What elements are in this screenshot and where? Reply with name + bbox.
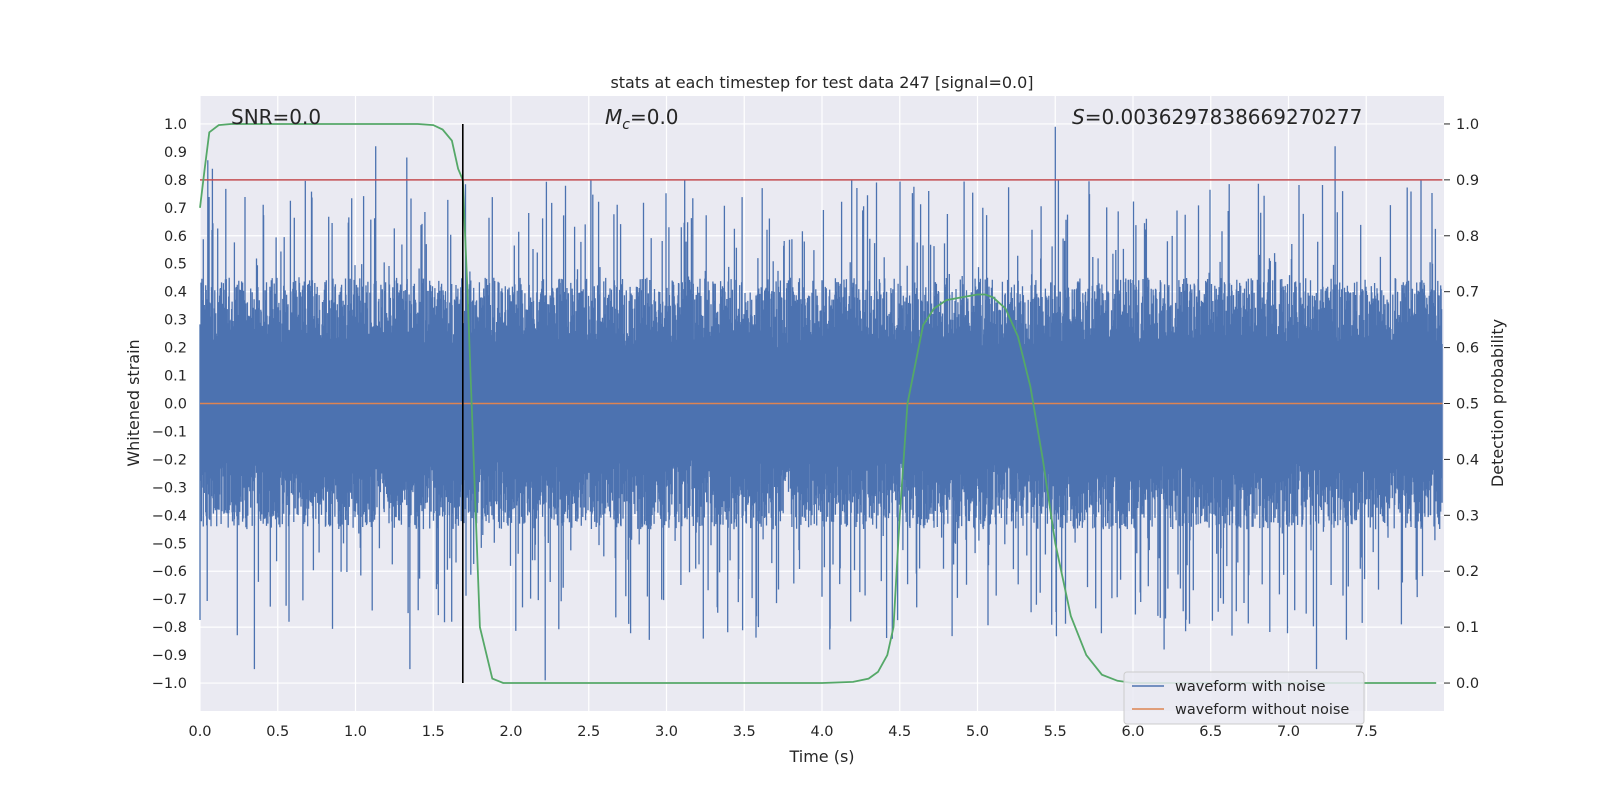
chirp-mass-subscript: c <box>622 117 630 133</box>
y-tick-label: −0.9 <box>152 648 187 664</box>
y-tick-label: −0.4 <box>152 508 187 524</box>
right-tick-label: 1.0 <box>1456 117 1479 133</box>
right-tick-label: 0.4 <box>1456 452 1479 468</box>
y-tick-label: −0.3 <box>152 480 187 496</box>
x-tick-label: 5.5 <box>1044 724 1067 740</box>
y-tick-label: −0.6 <box>152 564 187 580</box>
chart-title: stats at each timestep for test data 247… <box>610 73 1033 92</box>
y-tick-label: 0.9 <box>164 145 187 161</box>
x-tick-label: 3.0 <box>655 724 678 740</box>
y-tick-label: 1.0 <box>164 117 187 133</box>
score-symbol: S <box>1072 105 1085 129</box>
y-axis-label-right: Detection probability <box>1488 319 1507 487</box>
y-tick-label: 0.1 <box>164 369 187 385</box>
y-tick-label: 0.4 <box>164 285 187 301</box>
legend-clean-label: waveform without noise <box>1175 702 1349 718</box>
y-tick-label: −0.5 <box>152 536 187 552</box>
x-tick-label: 1.0 <box>344 724 367 740</box>
x-tick-label: 5.0 <box>966 724 989 740</box>
right-tick-label: 0.7 <box>1456 285 1479 301</box>
score-annotation: S=0.0036297838669270277 <box>1072 105 1362 129</box>
x-tick-label: 0.0 <box>188 724 211 740</box>
y-tick-label: 0.5 <box>164 257 187 273</box>
x-tick-label: 6.5 <box>1199 724 1222 740</box>
x-tick-label: 4.5 <box>888 724 911 740</box>
overlay-lines <box>199 123 1443 684</box>
x-tick-label: 7.0 <box>1277 724 1300 740</box>
y-tick-label: 0.7 <box>164 201 187 217</box>
y-tick-label: −0.2 <box>152 452 187 468</box>
x-tick-label: 1.5 <box>422 724 445 740</box>
right-tick-label: 0.6 <box>1456 341 1479 357</box>
right-tick-label: 0.3 <box>1456 508 1479 524</box>
x-tick-label: 3.5 <box>733 724 756 740</box>
chirp-mass-annotation: Mc=0.0 <box>605 105 679 133</box>
right-tick-label: 0.1 <box>1456 620 1479 636</box>
x-tick-label: 7.5 <box>1355 724 1378 740</box>
legend: waveform with noise waveform without noi… <box>1123 671 1365 725</box>
right-tick-label: 0.5 <box>1456 397 1479 413</box>
y-tick-label: −1.0 <box>152 676 187 692</box>
x-axis-label: Time (s) <box>788 747 854 766</box>
y-tick-label: −0.7 <box>152 592 187 608</box>
y-tick-label: 0.6 <box>164 229 187 245</box>
detection-probability-line <box>199 123 1437 684</box>
y-tick-label: 0.3 <box>164 313 187 329</box>
right-tick-label: 0.0 <box>1456 676 1479 692</box>
y-tick-label: 0.2 <box>164 341 187 357</box>
y-axis-label: Whitened strain <box>124 339 143 466</box>
legend-box <box>1123 671 1365 725</box>
y-tick-label: 0.8 <box>164 173 187 189</box>
legend-noise-label: waveform with noise <box>1175 679 1326 695</box>
x-tick-label: 6.0 <box>1121 724 1144 740</box>
y-tick-label: 0.0 <box>164 397 187 413</box>
x-tick-label: 2.5 <box>577 724 600 740</box>
right-tick-label: 0.2 <box>1456 564 1479 580</box>
y-tick-label: −0.8 <box>152 620 187 636</box>
y-tick-label: −0.1 <box>152 424 187 440</box>
right-tick-label: 0.8 <box>1456 229 1479 245</box>
right-tick-label: 0.9 <box>1456 173 1479 189</box>
chirp-mass-value: =0.0 <box>630 105 679 129</box>
chirp-mass-symbol: M <box>605 105 622 129</box>
ticks: 0.0 0.5 1.0 1.5 2.0 2.5 3.0 3.5 4.0 4.5 5.0 5.5 6.0 6… <box>152 117 1479 740</box>
x-tick-label: 2.0 <box>499 724 522 740</box>
x-tick-label: 4.0 <box>810 724 833 740</box>
score-value: =0.0036297838669270277 <box>1085 105 1363 129</box>
x-tick-label: 0.5 <box>266 724 289 740</box>
snr-annotation: SNR=0.0 <box>231 105 321 129</box>
